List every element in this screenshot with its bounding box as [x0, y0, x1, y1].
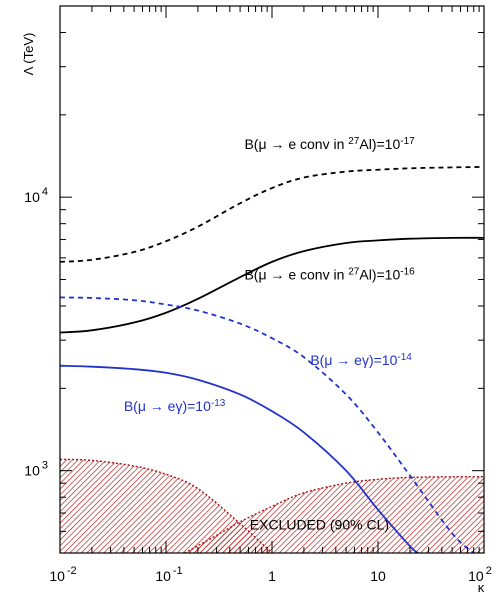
x-axis-label: κ: [478, 580, 485, 595]
y-tick-label: 10 4: [24, 186, 48, 205]
series-label-1: B(μ → e conv in 27Al)=10-17: [244, 136, 415, 153]
series-line-2: [60, 236, 484, 334]
series-layer: [60, 166, 484, 553]
excluded-label: EXCLUDED (90% CL): [250, 516, 389, 532]
y-axis-label: Λ (TeV): [21, 33, 36, 76]
series-label-3: B(μ → eγ)=10-14: [310, 352, 412, 369]
series-label-2: B(μ → e conv in 27Al)=10-16: [244, 266, 415, 283]
series-line-1: [60, 166, 484, 263]
x-tick-label: 10: [370, 568, 386, 584]
series-line-3: [60, 296, 475, 553]
series-label-4: B(μ → eγ)=10-13: [124, 398, 226, 415]
x-tick-label: 10 -2: [49, 565, 76, 584]
region-fill-excluded-meg: [184, 476, 484, 553]
x-tick-label: 10 -1: [155, 565, 182, 584]
region-fill-excluded-conversion: [60, 459, 272, 553]
x-tick-label: 10 2: [468, 565, 492, 584]
y-tick-label: 10 3: [24, 460, 48, 479]
series-line-4: [60, 364, 419, 553]
axis-ticks: [59, 5, 485, 554]
excluded-regions: [60, 458, 484, 553]
x-tick-label: 1: [268, 568, 276, 584]
